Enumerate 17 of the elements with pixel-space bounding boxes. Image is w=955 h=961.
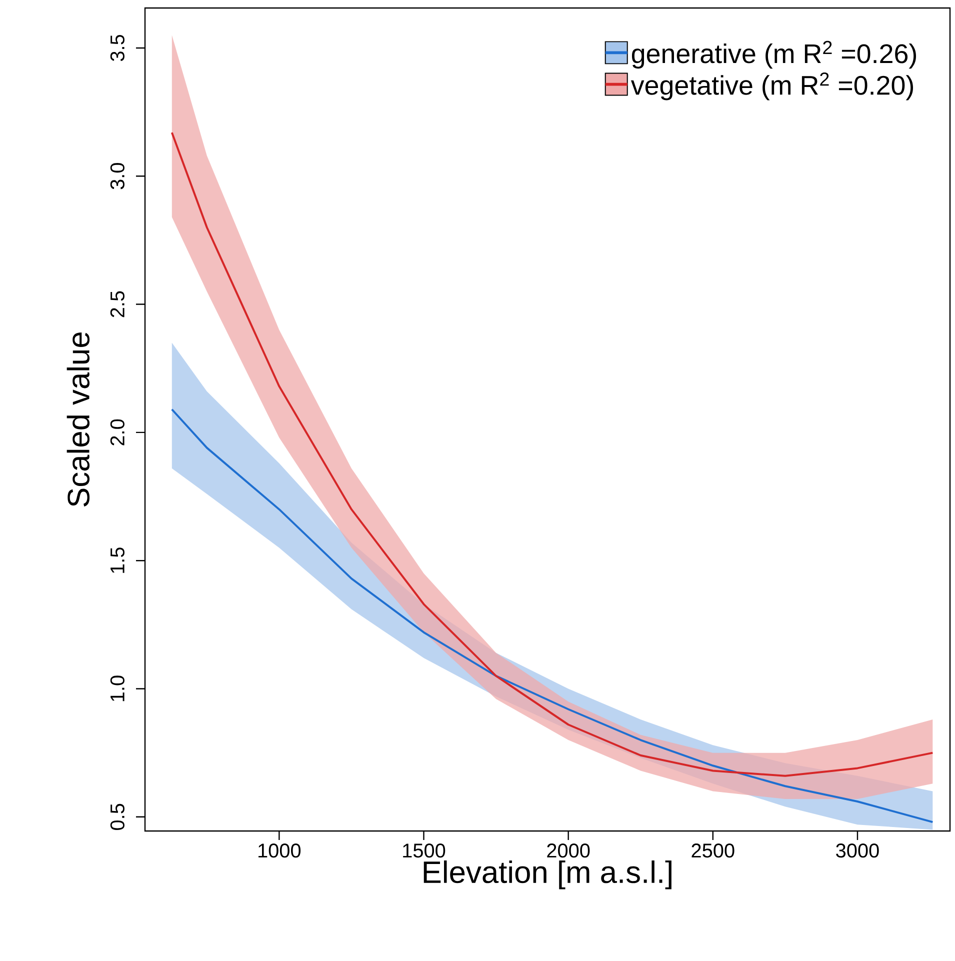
y-tick-label: 1.5 [110, 548, 124, 573]
x-tick-label: 1000 [258, 844, 301, 858]
y-tick-label: 2.0 [110, 419, 124, 446]
legend-label: vegetative (m R$^{2}$ =0.20) [630, 72, 913, 100]
legend-label: generative (m R$^{2}$ =0.26) [632, 40, 916, 69]
y-tick-label: 1.0 [110, 676, 124, 702]
line-series [170, 132, 934, 777]
x-tick-label: 2500 [692, 844, 734, 858]
y-tick-label: 3.0 [110, 163, 124, 190]
y-tick-label: 2.5 [110, 291, 124, 318]
y-tick-label: 0.5 [110, 804, 124, 830]
x-axis-title: Elevation [m a.s.l.] [424, 860, 672, 890]
x-tick-label: 3000 [836, 844, 879, 858]
x-tick-label: 2000 [547, 844, 590, 858]
y-tick-label: 3.5 [110, 34, 124, 62]
x-tick-label: 1500 [403, 844, 446, 858]
y-axis-title: Scaled value [66, 332, 90, 507]
